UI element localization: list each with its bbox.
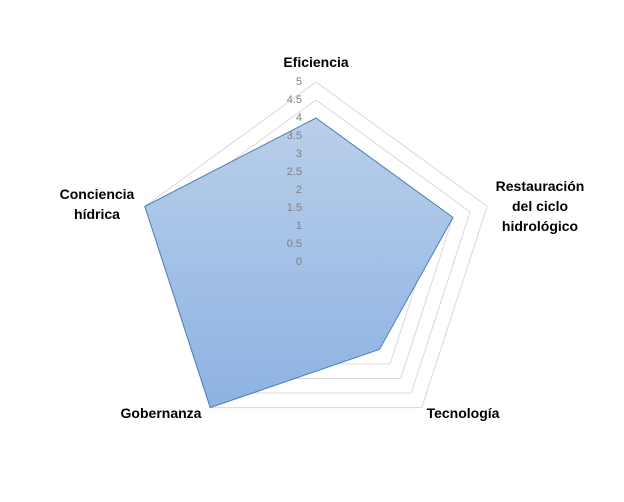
category-label: Gobernanza: [120, 405, 202, 421]
y-tick-label: 3: [296, 148, 302, 160]
y-tick-label: 1.5: [287, 202, 302, 214]
y-tick-label: 2.5: [287, 166, 302, 178]
y-tick-label: 3.5: [287, 130, 302, 142]
y-tick-label: 0: [296, 256, 302, 268]
radar-area: [144, 117, 454, 409]
category-label: Restauración del ciclo hidrológico: [495, 178, 585, 234]
y-tick-label: 0.5: [287, 238, 302, 250]
y-tick-label: 5: [296, 76, 302, 88]
y-tick-label: 4.5: [287, 94, 302, 106]
y-tick-label: 4: [296, 112, 302, 124]
y-tick-label: 2: [296, 184, 302, 196]
category-label: Eficiencia: [283, 54, 349, 70]
grid-line: [144, 81, 488, 409]
category-label: Tecnología: [426, 405, 500, 421]
category-label: Conciencia hídrica: [59, 186, 135, 222]
y-tick-label: 1: [296, 220, 302, 232]
